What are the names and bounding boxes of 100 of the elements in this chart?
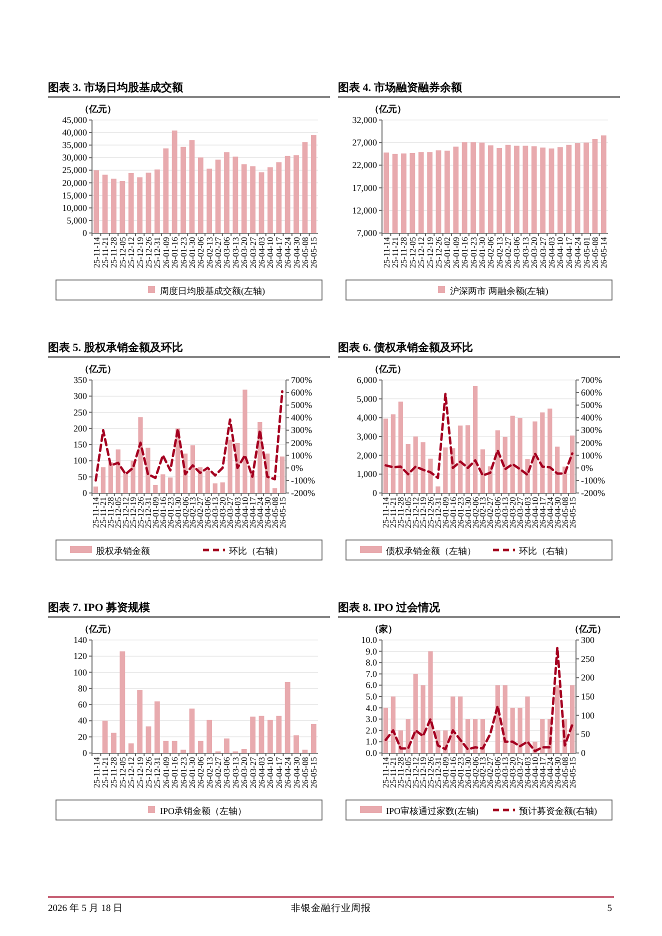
bar: [413, 674, 418, 753]
bar: [390, 414, 396, 493]
bar: [258, 716, 264, 753]
bar: [420, 442, 426, 493]
x-tick-label: 26-02-13: [188, 497, 198, 528]
y-tick-label: 40,000: [62, 128, 88, 138]
x-tick-label: 25-11-21: [388, 757, 398, 788]
y-tick-label: 0: [82, 488, 88, 498]
bar: [163, 148, 169, 233]
y2-tick-label: -200%: [291, 488, 316, 498]
y-tick-label: 20,000: [62, 178, 88, 188]
y2-tick-label: 0%: [291, 462, 304, 473]
bar: [168, 478, 173, 493]
x-tick-label: 26-04-30: [262, 497, 272, 528]
x-tick-label: 26-03-27: [515, 757, 526, 788]
x-tick-label: 26-01-30: [462, 757, 473, 788]
text: 非银金融行业周报: [291, 902, 371, 914]
y2-tick-label: 600%: [291, 388, 312, 398]
x-tick-label: 26-01-09: [160, 237, 171, 268]
y2-tick-label: 200%: [291, 438, 312, 448]
y-tick-label: 22,000: [352, 160, 378, 170]
x-tick-label: 26-02-06: [470, 497, 480, 528]
x-tick-label: 25-12-26: [136, 497, 146, 528]
x-tick-label: 26-04-17: [274, 237, 284, 268]
x-tick-label: 26-01-09: [450, 237, 461, 268]
line-series: [384, 646, 574, 752]
x-tick-label: 25-11-28: [106, 497, 116, 528]
y-tick-label: 30,000: [62, 152, 88, 163]
bar: [450, 696, 456, 753]
x-tick-label: 26-04-17: [274, 757, 284, 788]
x-tick-label: 25-11-21: [388, 497, 398, 528]
y2-tick-label: 200%: [581, 438, 602, 448]
y-tick-label: 27,000: [352, 138, 378, 148]
y2-tick-label: 300: [581, 635, 595, 645]
y2-tick-label: 400%: [291, 412, 312, 423]
x-tick-label: 26-02-13: [204, 757, 214, 788]
y-tick-label: 3,000: [356, 432, 378, 442]
y2-tick-label: 600%: [581, 388, 602, 398]
x-tick-label: 26-01-09: [160, 757, 171, 788]
bar: [102, 720, 108, 753]
bar: [540, 412, 545, 493]
y-tick-label: 15,000: [62, 190, 88, 200]
x-tick-label: 25-12-12: [120, 497, 131, 528]
bar: [232, 156, 238, 233]
bar: [258, 172, 264, 233]
bar: [93, 486, 98, 493]
y-axis-title: （亿元）: [370, 104, 406, 114]
bar: [540, 719, 545, 753]
y2-tick-label: 100: [581, 710, 595, 720]
bar: [570, 685, 575, 753]
x-tick-label: 26-01-30: [462, 497, 473, 528]
bar: [108, 462, 113, 493]
bar: [302, 142, 308, 233]
x-tick-label: 26-04-30: [291, 237, 302, 268]
y-tick-label: 50: [78, 472, 88, 482]
bar: [510, 416, 515, 493]
x-tick-label: 26-03-13: [500, 757, 510, 788]
x-tick-label: 26-05-15: [567, 497, 578, 528]
x-tick-label: 26-05-08: [560, 757, 570, 788]
y-tick-label: 350: [74, 375, 88, 385]
x-tick-label: 25-12-12: [410, 757, 421, 788]
x-tick-label: 26-01-30: [186, 757, 197, 788]
bar: [532, 421, 538, 493]
x-tick-label: 26-02-13: [478, 497, 488, 528]
x-tick-label: 26-03-06: [222, 237, 232, 268]
bar: [310, 135, 316, 233]
y2-tick-label: 100%: [291, 450, 312, 460]
x-tick-label: 25-12-19: [424, 237, 435, 268]
x-tick-label: 26-05-08: [590, 237, 600, 268]
x-tick-label: 26-03-13: [230, 757, 240, 788]
y-tick-label: 140: [74, 635, 88, 645]
x-tick-label: 26-01-16: [170, 757, 180, 788]
y2-tick-label: 100%: [581, 450, 602, 460]
y2-tick-label: 700%: [291, 375, 312, 385]
x-tick-label: 26-01-23: [165, 497, 176, 528]
bar: [123, 474, 128, 493]
y-tick-label: 5,000: [356, 394, 378, 404]
chart-title: 图表 3. 市场日均股基成交额: [48, 81, 184, 94]
bar: [428, 458, 433, 493]
text: 5: [607, 904, 612, 914]
bar: [555, 685, 560, 753]
y-tick-label: 6,000: [356, 375, 378, 385]
x-tick-label: 26-03-27: [538, 237, 548, 268]
y2-tick-label: 500%: [581, 400, 602, 410]
line-series: [94, 390, 284, 482]
x-tick-label: 25-12-31: [432, 757, 443, 788]
y-tick-label: 100: [74, 456, 88, 466]
bar: [465, 719, 470, 753]
x-tick-label: 26-01-23: [455, 497, 466, 528]
bar: [555, 446, 560, 493]
bar: [128, 172, 134, 233]
x-tick-label: 26-02-27: [213, 237, 224, 268]
x-tick-label: 26-04-03: [256, 757, 266, 788]
x-tick-label: 26-05-15: [308, 237, 319, 268]
bar: [198, 740, 204, 753]
x-tick-label: 26-01-23: [455, 757, 466, 788]
x-tick-label: 26-03-20: [239, 757, 250, 788]
bar: [172, 740, 178, 753]
bar: [284, 156, 290, 233]
x-tick-label: 26-05-14: [598, 236, 609, 268]
